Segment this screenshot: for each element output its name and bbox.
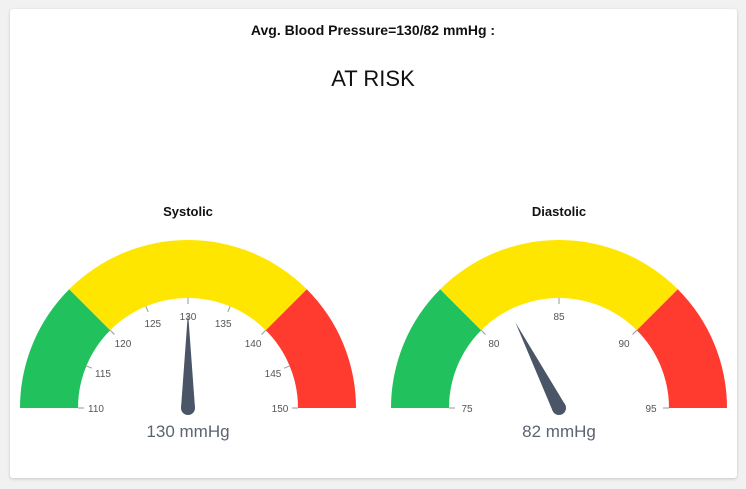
gauge-tick-label: 80	[488, 339, 500, 350]
gauge-band-green	[391, 289, 482, 408]
gauge-tick-label: 125	[144, 319, 161, 330]
gauge-needle	[181, 312, 195, 408]
gauge-systolic: 110115120125130135140145150Systolic130 m…	[20, 204, 356, 441]
gauge-tick-label: 115	[95, 369, 111, 380]
gauge-tick-label: 110	[88, 404, 104, 415]
gauge-needle-hub	[181, 401, 195, 415]
gauge-title: Systolic	[163, 204, 213, 219]
chart-card	[10, 9, 737, 478]
gauge-tick-label: 140	[245, 339, 262, 350]
gauge-value-label: 82 mmHg	[522, 422, 596, 441]
risk-status: AT RISK	[331, 66, 415, 91]
gauge-tick	[145, 306, 149, 313]
gauge-tick-label: 150	[272, 404, 289, 415]
gauge-tick-label: 85	[553, 312, 565, 323]
gauge-title: Diastolic	[532, 204, 586, 219]
gauge-tick-label: 135	[215, 319, 232, 330]
gauge-band-red	[265, 289, 356, 408]
chart-header-title: Avg. Blood Pressure=130/82 mmHg :	[250, 22, 496, 38]
gauge-band-yellow	[440, 240, 678, 331]
gauge-tick-label: 145	[265, 369, 282, 380]
gauge-tick	[261, 329, 267, 335]
gauge-needle	[515, 322, 566, 412]
gauge-needle-hub	[552, 401, 566, 415]
gauge-tick-label: 95	[645, 404, 657, 415]
gauge-tick	[109, 329, 115, 335]
gauge-tick	[86, 365, 93, 369]
gauge-tick-label: 120	[115, 339, 132, 350]
gauge-value-label: 130 mmHg	[146, 422, 229, 441]
gauge-band-yellow	[69, 240, 307, 331]
gauge-tick	[480, 329, 486, 335]
gauge-tick	[632, 329, 638, 335]
gauge-tick-label: 90	[618, 339, 630, 350]
gauge-tick	[283, 365, 290, 369]
gauge-band-green	[20, 289, 111, 408]
gauge-diastolic: 75 80 85 90 95 Diastolic 82 mmHg	[391, 204, 727, 441]
gauge-tick-label: 75	[461, 404, 473, 415]
gauge-tick	[227, 306, 231, 313]
gauge-band-red	[636, 289, 727, 408]
